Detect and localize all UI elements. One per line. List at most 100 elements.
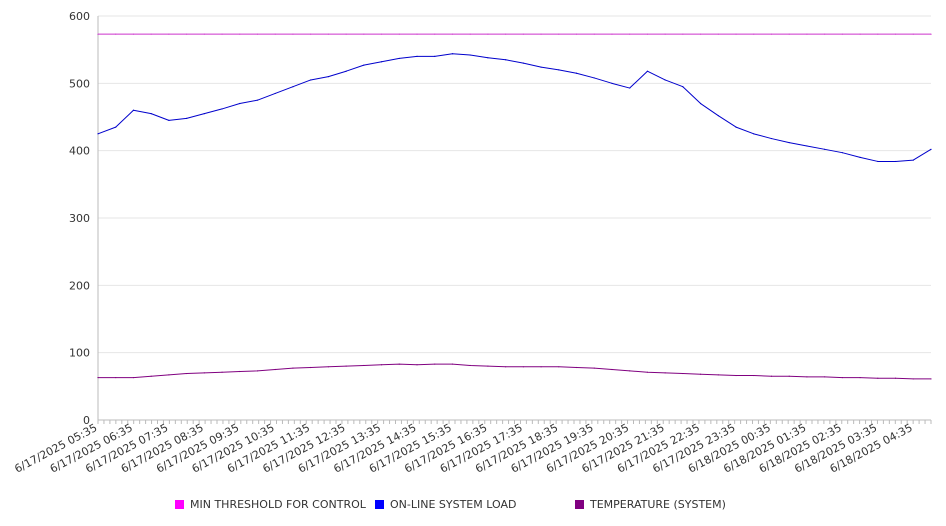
data-point: [646, 70, 649, 72]
data-point: [168, 119, 170, 121]
data-point: [327, 33, 330, 35]
data-point: [930, 148, 932, 150]
data-point: [859, 376, 861, 379]
data-point: [841, 376, 843, 379]
data-point: [505, 59, 507, 61]
data-point: [912, 159, 914, 161]
legend-item-system-load[interactable]: ON-LINE SYSTEM LOAD: [375, 498, 516, 511]
data-point: [629, 370, 631, 372]
data-point: [203, 113, 205, 115]
data-point: [682, 372, 684, 375]
y-tick-label-600: 600: [69, 10, 90, 23]
data-point: [487, 33, 489, 35]
legend-item-min-threshold[interactable]: MIN THRESHOLD FOR CONTROL: [175, 498, 366, 511]
data-point: [629, 33, 631, 35]
data-point: [682, 86, 684, 88]
data-point: [824, 376, 826, 378]
data-point: [806, 145, 808, 147]
data-point: [522, 33, 524, 35]
data-point: [115, 376, 117, 379]
data-point: [735, 126, 737, 128]
data-point: [203, 372, 205, 374]
data-point: [575, 72, 578, 74]
data-point: [664, 372, 666, 374]
data-point: [416, 364, 418, 366]
data-point: [398, 363, 400, 365]
data-point: [221, 108, 223, 110]
legend-label-system-load: ON-LINE SYSTEM LOAD: [390, 498, 517, 511]
data-point: [540, 66, 542, 68]
data-point: [558, 33, 560, 35]
data-point: [115, 126, 117, 128]
data-point: [682, 33, 684, 35]
data-point: [132, 376, 135, 379]
data-point: [859, 156, 861, 158]
data-point: [806, 376, 808, 378]
data-point: [363, 64, 365, 66]
data-point: [753, 33, 755, 35]
data-point: [894, 377, 897, 379]
data-point: [239, 33, 241, 35]
data-point: [930, 33, 932, 35]
data-point: [221, 33, 223, 35]
data-point: [664, 33, 666, 35]
legend-label-temperature: TEMPERATURE (SYSTEM): [590, 498, 726, 511]
data-point: [345, 365, 347, 367]
y-tick-label-200: 200: [69, 279, 90, 292]
legend-item-temperature[interactable]: TEMPERATURE (SYSTEM): [575, 498, 726, 511]
y-axis-ticks: 0 100 200 300 400 500 600: [69, 10, 90, 427]
data-point: [575, 33, 578, 35]
data-point: [451, 53, 454, 55]
data-point: [310, 366, 312, 369]
data-point: [770, 137, 773, 140]
x-axis-ticks: 6/17/2025 05:356/17/2025 06:356/17/2025 …: [12, 420, 932, 476]
series-on-line-system-load: [97, 53, 932, 163]
data-point: [434, 33, 436, 35]
data-point: [274, 92, 276, 95]
legend-swatch-temperature: [575, 500, 584, 509]
data-point: [806, 33, 808, 35]
data-point: [256, 99, 259, 101]
data-point: [186, 117, 188, 119]
data-point: [912, 378, 914, 380]
data-point: [877, 33, 879, 35]
data-point: [753, 133, 755, 135]
series-lines: [97, 33, 932, 380]
data-point: [327, 76, 330, 78]
data-point: [575, 366, 578, 369]
data-point: [611, 368, 613, 371]
data-point: [132, 109, 135, 111]
data-point: [593, 367, 595, 369]
data-point: [256, 370, 259, 372]
data-point: [593, 33, 595, 35]
data-point: [487, 57, 489, 59]
data-point: [505, 366, 507, 368]
data-point: [664, 79, 666, 81]
data-point: [611, 82, 613, 84]
data-point: [611, 33, 613, 35]
chart-legend: MIN THRESHOLD FOR CONTROL ON-LINE SYSTEM…: [0, 498, 946, 516]
data-point: [788, 375, 790, 377]
data-point: [239, 370, 241, 373]
data-point: [186, 372, 188, 375]
data-point: [841, 152, 843, 154]
data-point: [469, 33, 471, 35]
data-point: [416, 55, 418, 58]
data-point: [363, 33, 365, 35]
data-point: [398, 57, 400, 60]
data-point: [646, 33, 649, 35]
data-point: [168, 33, 170, 35]
data-point: [363, 364, 365, 367]
data-point: [788, 33, 790, 35]
data-point: [97, 133, 99, 135]
data-point: [487, 365, 489, 367]
data-point: [380, 33, 383, 35]
data-point: [522, 62, 524, 64]
series-min-threshold-for-control: [97, 33, 932, 35]
data-point: [310, 33, 312, 35]
data-point: [930, 378, 932, 380]
data-point: [115, 33, 117, 35]
data-point: [522, 366, 524, 368]
data-point: [699, 102, 702, 105]
